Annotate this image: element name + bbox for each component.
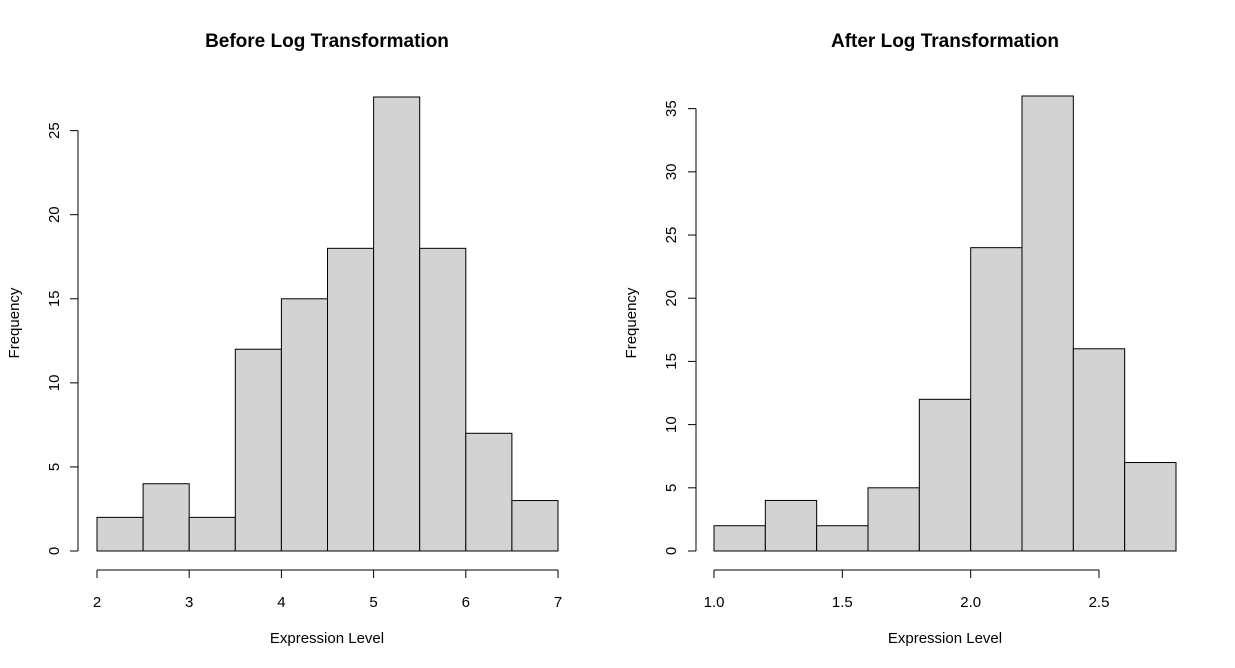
- x-tick-label: 2.5: [1089, 594, 1110, 611]
- histogram-bar: [234, 348, 282, 552]
- x-tick-label: 3: [185, 594, 193, 611]
- histogram-bar: [511, 500, 559, 552]
- histogram-bar: [142, 483, 190, 552]
- histogram-bar: [764, 499, 818, 552]
- x-tick-label: 2.0: [960, 594, 981, 611]
- y-tick-label: 10: [663, 416, 680, 433]
- y-tick-label: 5: [46, 463, 63, 471]
- bars: [96, 96, 559, 552]
- histogram-bar: [280, 298, 328, 552]
- chart-title: Before Log Transformation: [205, 31, 449, 52]
- y-tick-label: 35: [663, 100, 680, 117]
- y-tick-label: 25: [663, 227, 680, 244]
- histogram-bar: [918, 398, 972, 552]
- histogram-bar: [1124, 462, 1177, 552]
- x-tick-label: 7: [554, 594, 562, 611]
- y-tick-label: 20: [46, 206, 63, 223]
- y-tick-label: 5: [663, 484, 680, 492]
- histogram-bar: [816, 525, 869, 552]
- histogram-bar: [188, 516, 236, 552]
- histogram-bar: [1021, 95, 1074, 552]
- y-axis-label: Frequency: [623, 287, 640, 358]
- y-tick-label: 15: [663, 353, 680, 370]
- x-axis: 2 3 4 5 6 7: [93, 569, 562, 611]
- y-tick-label: 15: [46, 290, 63, 307]
- bars: [713, 95, 1177, 552]
- x-axis-label: Expression Level: [888, 630, 1002, 647]
- histogram-bar: [970, 247, 1023, 552]
- y-tick-label: 25: [46, 122, 63, 139]
- histogram-bar: [419, 247, 467, 552]
- histogram-bar: [465, 432, 513, 552]
- y-tick-label: 0: [663, 547, 680, 555]
- chart-title: After Log Transformation: [831, 31, 1059, 52]
- x-axis-label: Expression Level: [270, 630, 384, 647]
- x-tick-label: 1.0: [704, 594, 725, 611]
- x-tick-label: 6: [462, 594, 470, 611]
- x-tick-label: 2: [93, 594, 101, 611]
- histogram-bar: [373, 96, 421, 552]
- x-axis: 1.0 1.5 2.0 2.5: [704, 569, 1110, 611]
- x-tick-label: 1.5: [832, 594, 853, 611]
- y-tick-label: 30: [663, 163, 680, 180]
- histogram-bar: [327, 247, 375, 552]
- y-tick-label: 0: [46, 547, 63, 555]
- histogram-bar: [1072, 348, 1126, 552]
- y-axis: 0 5 10 15 20 25 30 35: [663, 100, 697, 555]
- y-tick-label: 10: [46, 375, 63, 392]
- histogram-after: After Log Transformation Expression Leve…: [623, 31, 1177, 647]
- y-tick-label: 20: [663, 290, 680, 307]
- histogram-before: Before Log Transformation Expression Lev…: [6, 31, 562, 647]
- x-tick-label: 4: [277, 594, 285, 611]
- histogram-bar: [96, 516, 144, 552]
- y-axis-label: Frequency: [6, 287, 23, 358]
- y-axis: 0 5 10 15 20 25: [46, 122, 79, 555]
- histogram-bar: [867, 487, 920, 552]
- x-tick-label: 5: [369, 594, 377, 611]
- histogram-bar: [713, 525, 766, 552]
